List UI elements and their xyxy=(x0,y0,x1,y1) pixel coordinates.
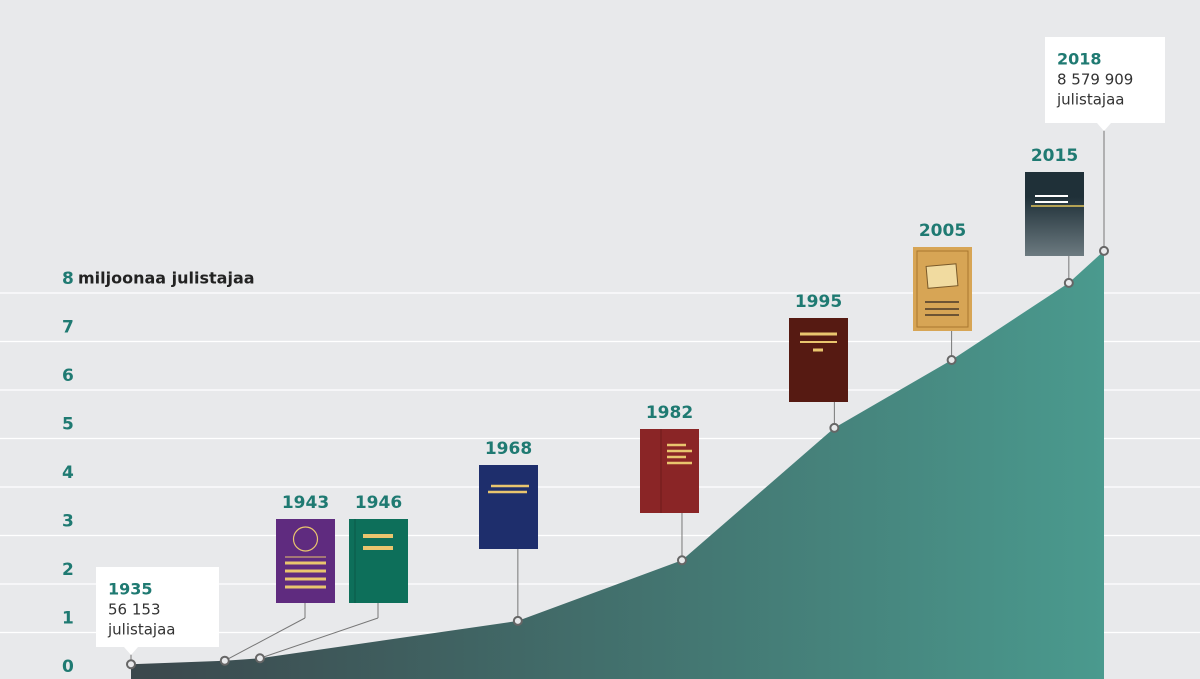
area xyxy=(131,250,1104,679)
y-tick-label: 1 xyxy=(62,609,74,629)
y-tick-label: 2 xyxy=(62,560,74,580)
callout-year: 2018 xyxy=(1057,50,1102,69)
callout-value: 8 579 909 xyxy=(1057,71,1133,89)
axis-label: miljoonaa julistajaa xyxy=(78,269,255,288)
book-year: 1995 xyxy=(795,292,842,312)
book xyxy=(276,519,335,603)
book-year: 2015 xyxy=(1031,146,1078,166)
book xyxy=(479,465,538,549)
point xyxy=(1099,245,1109,256)
connector xyxy=(259,617,379,659)
point xyxy=(126,659,136,670)
y-tick-label: 3 xyxy=(62,512,74,532)
callout-box xyxy=(1045,37,1165,131)
point xyxy=(254,653,265,664)
y-tick-label: 4 xyxy=(62,463,74,483)
point xyxy=(512,615,523,626)
callout-year: 1935 xyxy=(108,580,153,599)
book-year: 1946 xyxy=(355,493,402,513)
book xyxy=(640,429,699,513)
point xyxy=(1063,277,1074,288)
book xyxy=(1025,172,1084,256)
book-year: 1982 xyxy=(646,403,693,423)
y-tick-label: 0 xyxy=(62,657,74,677)
callout-value: 56 153 xyxy=(108,601,161,619)
book-deco xyxy=(925,263,959,289)
point xyxy=(829,422,840,433)
book xyxy=(913,247,972,331)
callout-unit: julistajaa xyxy=(107,621,175,639)
book-year: 2005 xyxy=(919,221,966,241)
y-tick-label: 8 xyxy=(62,269,74,289)
y-tick-label: 6 xyxy=(62,366,74,386)
point xyxy=(676,555,687,566)
point xyxy=(219,655,230,666)
book-year: 1968 xyxy=(485,439,532,459)
book xyxy=(789,318,848,402)
callout-unit: julistajaa xyxy=(1056,91,1124,109)
point xyxy=(946,354,957,365)
book-deco xyxy=(292,526,319,552)
callout-box xyxy=(96,567,219,655)
book-deco xyxy=(916,250,969,328)
book xyxy=(349,519,408,603)
y-tick-label: 7 xyxy=(62,318,74,338)
connector xyxy=(224,617,306,662)
book-year: 1943 xyxy=(282,493,329,513)
y-tick-label: 5 xyxy=(62,415,74,435)
